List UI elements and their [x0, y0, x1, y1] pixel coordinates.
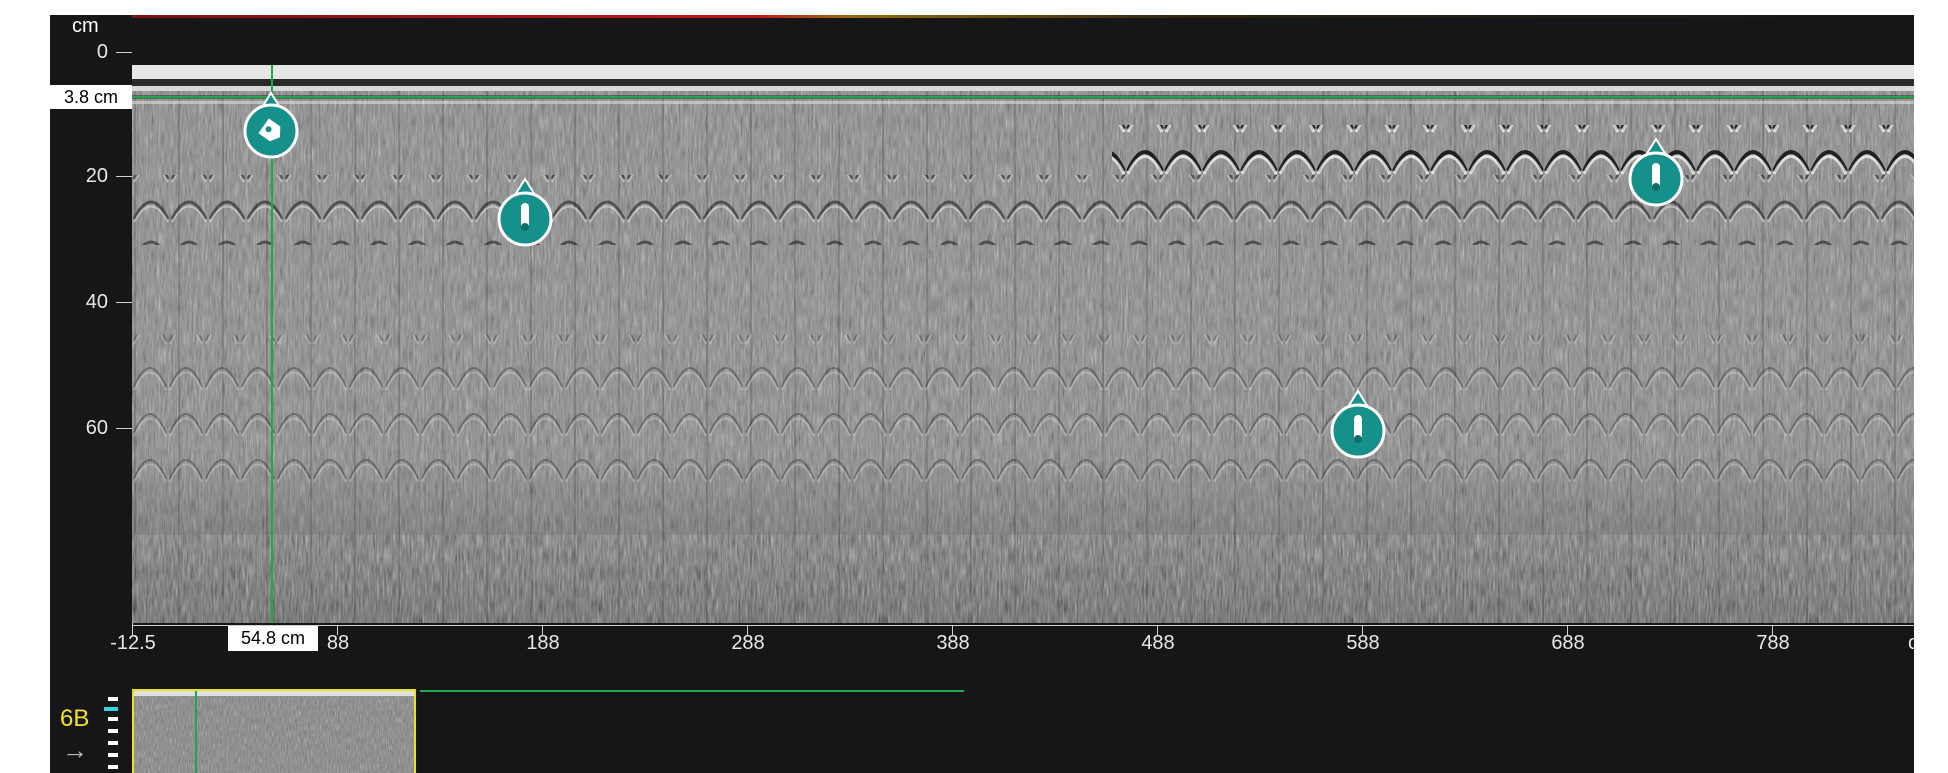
arrow-right-icon[interactable]: → [62, 735, 88, 765]
x-tick-mark [1567, 625, 1568, 635]
rebar-marker[interactable] [1330, 389, 1386, 461]
x-tick-label: 288 [731, 632, 765, 654]
rebar-icon [1652, 163, 1660, 191]
x-tick-label: 488 [1141, 632, 1175, 654]
rebar-marker[interactable] [1628, 137, 1684, 209]
minimap-track-line [420, 690, 964, 692]
x-tick-label: 188 [526, 632, 560, 654]
y-tick-20: 20 [85, 165, 108, 187]
x-tick-label: 788 [1756, 632, 1790, 654]
y-axis-unit: cm [72, 15, 99, 37]
x-tick-label: 388 [936, 632, 970, 654]
gpr-viewer: cm 0 20 40 60 [50, 15, 1914, 773]
tag-icon [258, 118, 281, 142]
depth-readout-badge: 3.8 cm [50, 85, 132, 109]
channel-label: 6B [60, 705, 90, 732]
x-tick-mark [542, 625, 543, 635]
x-tick-label: 588 [1346, 632, 1380, 654]
rebar-icon [1354, 415, 1362, 443]
y-tick-60: 60 [85, 417, 108, 439]
x-tick-mark [1362, 625, 1363, 635]
y-tick-0: 0 [96, 41, 108, 63]
y-tick-40: 40 [85, 291, 108, 313]
y-tick-mark [116, 176, 132, 177]
minimap-cursor-line [195, 691, 197, 773]
y-tick-mark [116, 302, 132, 303]
x-tick-label: -12.5 [110, 632, 156, 654]
y-tick-mark [116, 52, 132, 53]
rebar-icon [521, 203, 529, 231]
x-tick-mark [132, 625, 133, 635]
radargram-scan[interactable] [132, 65, 1914, 623]
x-tick-mark [337, 625, 338, 635]
signal-strength-bar [132, 15, 1914, 18]
x-tick-mark [1157, 625, 1158, 635]
gain-level-indicator[interactable] [104, 697, 118, 771]
scan-minimap[interactable] [132, 689, 416, 773]
x-axis-line [132, 625, 1914, 626]
x-tick-mark [952, 625, 953, 635]
y-tick-mark [116, 428, 132, 429]
tag-marker[interactable] [243, 91, 299, 161]
x-tick-mark [747, 625, 748, 635]
x-axis-unit: c [1908, 632, 1914, 654]
position-readout-badge: 54.8 cm [228, 626, 318, 651]
rebar-marker[interactable] [497, 177, 553, 249]
x-tick-label: 88 [326, 632, 350, 654]
x-tick-label: 688 [1551, 632, 1585, 654]
x-tick-mark [1772, 625, 1773, 635]
